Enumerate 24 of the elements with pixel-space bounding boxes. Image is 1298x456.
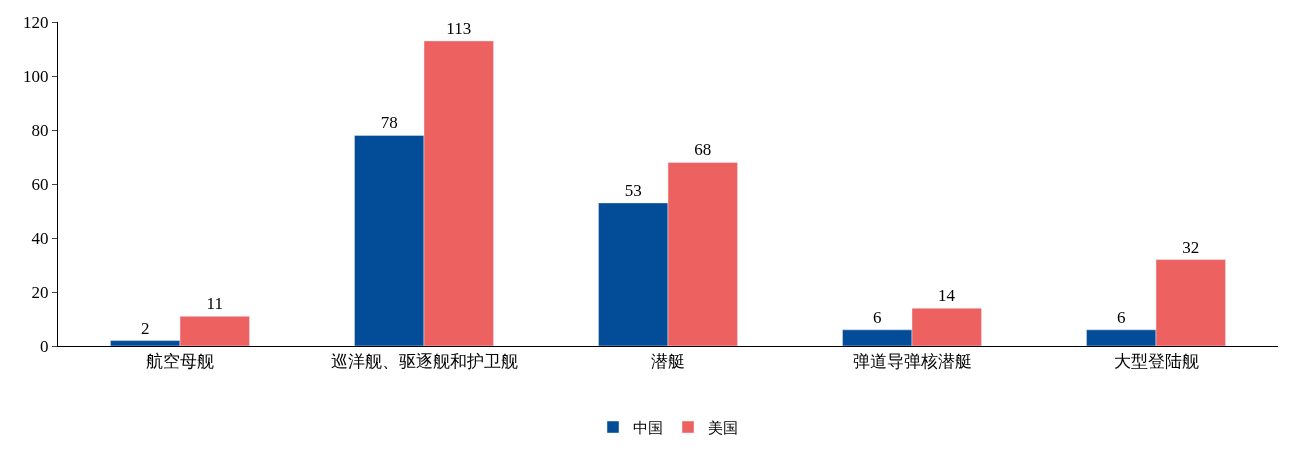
data-label: 78: [380, 113, 398, 133]
legend-label: 美国: [708, 419, 738, 436]
data-label: 68: [694, 140, 712, 160]
data-label: 2: [140, 318, 150, 338]
y-tick-label: 60: [31, 174, 49, 194]
x-tick-label: 大型登陆舰: [1113, 352, 1199, 372]
data-label: 14: [938, 286, 956, 306]
data-label: 11: [206, 294, 223, 314]
x-tick-label: 航空母舰: [146, 352, 214, 372]
data-label: 32: [1182, 237, 1200, 257]
y-tick-label: 20: [31, 282, 49, 302]
x-tick-label: 潜艇: [651, 352, 685, 372]
y-tick-label: 120: [23, 12, 49, 32]
data-label: 113: [446, 18, 472, 38]
x-tick-label: 巡洋舰、驱逐舰和护卫舰: [330, 352, 518, 372]
y-tick-label: 0: [40, 336, 49, 356]
data-label: 6: [872, 307, 882, 327]
x-tick-label: 弹道导弹核潜艇: [852, 352, 972, 372]
y-tick-label: 40: [31, 228, 49, 248]
legend-label: 中国: [633, 419, 663, 436]
data-label: 53: [624, 180, 642, 200]
y-tick-label: 80: [31, 120, 49, 140]
y-tick-label: 100: [23, 66, 49, 86]
data-label: 6: [1116, 307, 1126, 327]
